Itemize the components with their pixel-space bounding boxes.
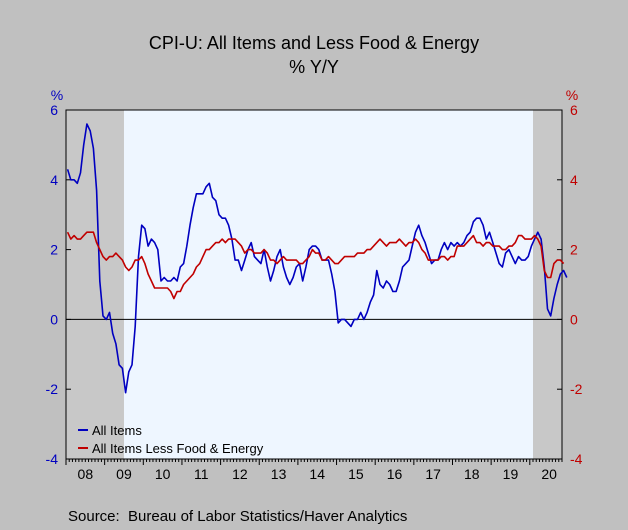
axis-tick-labels: -4 -4 -2 -2 0 0 2 2 4 4 6 6 08 09 10 11 12 13 14 15 16 17 18 19… [46, 102, 583, 482]
series-lines [66, 123, 568, 394]
series-line-all-items-less-food-energy [66, 231, 565, 300]
y-tick-label-left: 6 [50, 102, 58, 118]
plot-area [66, 110, 562, 459]
y-tick-label-left: 4 [50, 172, 58, 188]
y-tick-label-right: -2 [570, 381, 583, 397]
x-tick-label: 14 [309, 466, 325, 482]
x-tick-label: 20 [541, 466, 557, 482]
x-tick-label: 10 [155, 466, 171, 482]
legend-label: All Items [92, 423, 142, 438]
right-axis-unit: % [566, 87, 578, 103]
y-tick-label-left: -4 [46, 451, 59, 467]
y-tick-label-right: -4 [570, 451, 583, 467]
source-note: Source: Bureau of Labor Statistics/Haver… [68, 508, 408, 525]
x-tick-label: 16 [387, 466, 403, 482]
axis-ticks [65, 109, 563, 465]
series-line-all-items [66, 123, 568, 394]
x-tick-label: 13 [271, 466, 287, 482]
y-tick-label-right: 0 [570, 311, 578, 327]
left-axis-unit: % [51, 87, 63, 103]
y-tick-label-left: -2 [46, 381, 59, 397]
chart-subtitle: % Y/Y [289, 57, 339, 77]
y-tick-label-right: 4 [570, 172, 578, 188]
y-tick-label-left: 0 [50, 311, 58, 327]
x-tick-label: 09 [116, 466, 132, 482]
y-tick-label-right: 2 [570, 242, 578, 258]
y-tick-label-left: 2 [50, 242, 58, 258]
x-tick-label: 18 [464, 466, 480, 482]
x-tick-label: 12 [232, 466, 248, 482]
x-tick-label: 08 [78, 466, 94, 482]
x-tick-label: 19 [503, 466, 519, 482]
y-tick-label-right: 6 [570, 102, 578, 118]
chart-title: CPI-U: All Items and Less Food & Energy [148, 33, 480, 53]
x-tick-label: 11 [194, 466, 209, 482]
x-tick-label: 15 [348, 466, 364, 482]
legend-label: All Items Less Food & Energy [92, 441, 264, 456]
legend: All Items All Items Less Food & Energy [78, 423, 264, 456]
x-tick-label: 17 [425, 466, 441, 482]
